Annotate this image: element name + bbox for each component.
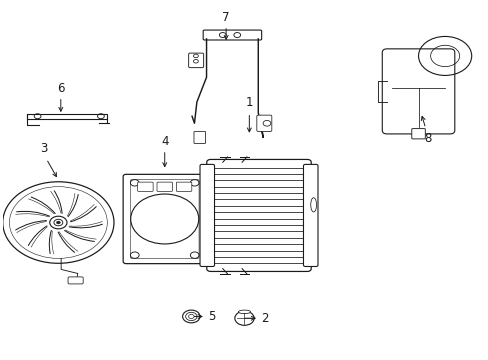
FancyBboxPatch shape [138, 182, 153, 192]
Text: 4: 4 [161, 135, 168, 148]
Circle shape [188, 314, 194, 319]
FancyBboxPatch shape [200, 165, 214, 266]
Text: 2: 2 [261, 312, 268, 325]
FancyBboxPatch shape [194, 131, 205, 144]
FancyBboxPatch shape [411, 129, 425, 139]
Text: 8: 8 [424, 132, 431, 145]
FancyBboxPatch shape [188, 53, 203, 68]
FancyBboxPatch shape [206, 159, 310, 271]
FancyBboxPatch shape [68, 277, 83, 284]
Text: 7: 7 [222, 11, 229, 24]
Text: 5: 5 [208, 310, 215, 323]
FancyBboxPatch shape [176, 182, 191, 192]
Circle shape [56, 221, 60, 224]
FancyBboxPatch shape [203, 30, 261, 40]
FancyBboxPatch shape [157, 182, 172, 192]
FancyBboxPatch shape [256, 115, 271, 131]
Ellipse shape [238, 310, 250, 314]
FancyBboxPatch shape [382, 49, 454, 134]
FancyBboxPatch shape [123, 174, 206, 264]
Text: 6: 6 [57, 82, 64, 95]
Bar [27, 114, 106, 119]
Ellipse shape [310, 198, 316, 212]
FancyBboxPatch shape [303, 165, 317, 266]
Text: 3: 3 [40, 142, 47, 155]
FancyBboxPatch shape [130, 180, 199, 258]
Text: 1: 1 [245, 96, 253, 109]
